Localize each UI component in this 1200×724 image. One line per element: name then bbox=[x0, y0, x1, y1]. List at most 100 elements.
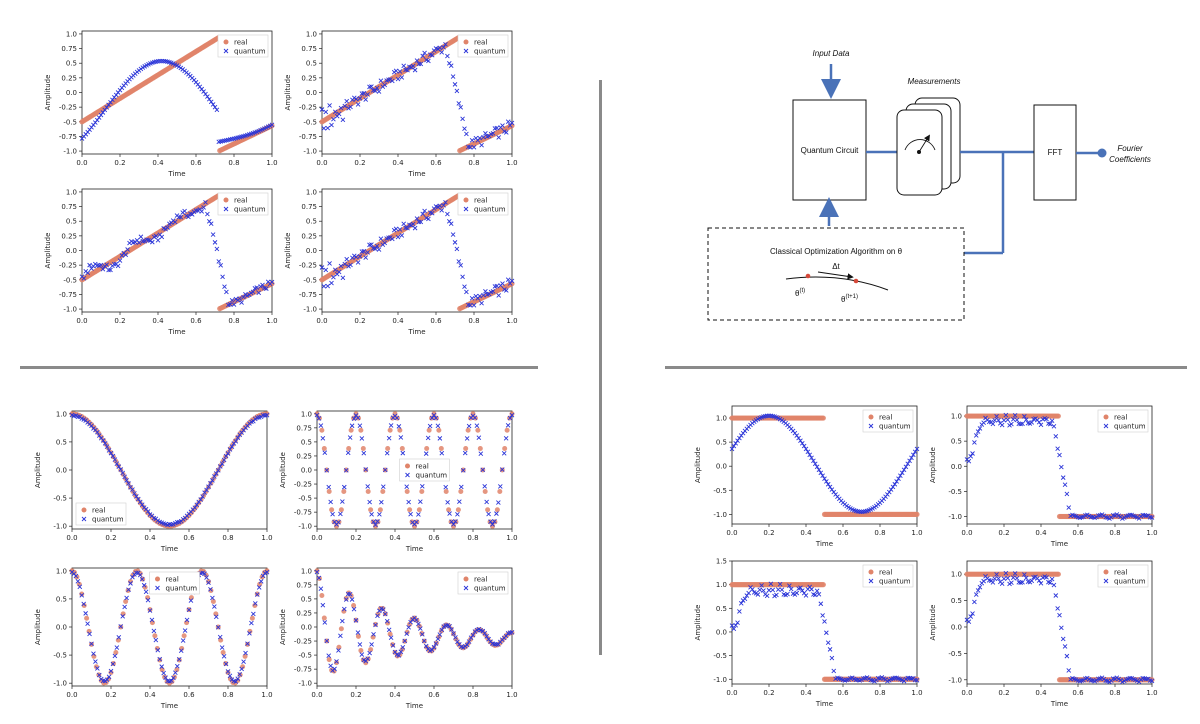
quantum-point bbox=[204, 487, 209, 493]
quantum-point bbox=[398, 435, 404, 440]
quantum-point bbox=[355, 260, 361, 265]
y-tick-label: 0.25 bbox=[301, 232, 317, 240]
real-point bbox=[373, 523, 378, 529]
quantum-point bbox=[336, 111, 342, 117]
x-axis-label: Time bbox=[405, 545, 423, 553]
quantum-point bbox=[213, 471, 219, 476]
quantum-point bbox=[1009, 421, 1014, 427]
real-point bbox=[455, 507, 461, 513]
quantum-point bbox=[449, 627, 454, 632]
quantum-point bbox=[404, 484, 410, 490]
quantum-point bbox=[400, 644, 406, 650]
quantum-point bbox=[766, 587, 772, 593]
quantum-point bbox=[859, 509, 864, 515]
real-point bbox=[397, 427, 403, 433]
legend-quantum-marker bbox=[463, 585, 469, 591]
real-point bbox=[334, 660, 339, 666]
x-axis-label: Time bbox=[1050, 700, 1068, 708]
quantum-point bbox=[892, 481, 898, 487]
quantum-point bbox=[437, 436, 443, 441]
quantum-point bbox=[212, 474, 217, 479]
quantum-point bbox=[404, 631, 410, 637]
real-point bbox=[416, 507, 422, 513]
quantum-point bbox=[210, 478, 215, 483]
quantum-point bbox=[375, 519, 380, 524]
quantum-point bbox=[369, 242, 374, 247]
quantum-point bbox=[977, 426, 983, 431]
quantum-point bbox=[206, 484, 211, 489]
quantum-point bbox=[328, 663, 333, 669]
real-point bbox=[176, 657, 182, 663]
quantum-point bbox=[449, 519, 454, 525]
x-tick-label: 0.8 bbox=[1109, 529, 1120, 537]
real-point bbox=[93, 664, 99, 670]
quantum-point bbox=[509, 278, 515, 284]
real-point bbox=[346, 445, 352, 451]
y-tick-label: 0.0 bbox=[56, 467, 67, 475]
quantum-point bbox=[115, 263, 121, 269]
y-tick-label: -0.5 bbox=[713, 652, 727, 660]
quantum-point bbox=[372, 246, 378, 252]
quantum-point bbox=[221, 457, 227, 463]
legend-quantum-label: quantum bbox=[879, 578, 911, 586]
quantum-point bbox=[361, 248, 367, 254]
y-tick-label: 0.5 bbox=[66, 218, 77, 226]
quantum-point bbox=[176, 656, 182, 662]
quantum-point bbox=[481, 134, 486, 140]
y-tick-label: 0.5 bbox=[301, 595, 312, 603]
quantum-point bbox=[433, 415, 439, 421]
quantum-point bbox=[208, 480, 213, 486]
quantum-point bbox=[970, 611, 975, 616]
quantum-point bbox=[975, 588, 981, 593]
quantum-point bbox=[205, 211, 210, 217]
quantum-point bbox=[824, 479, 829, 484]
quantum-point bbox=[251, 611, 256, 617]
quantum-point bbox=[198, 497, 204, 502]
legend-box bbox=[217, 34, 269, 58]
quantum-point bbox=[1064, 653, 1070, 659]
legend-real-label: real bbox=[474, 39, 487, 47]
quantum-point bbox=[254, 285, 260, 290]
quantum-point bbox=[477, 293, 483, 299]
x-tick-label: 0.0 bbox=[316, 159, 327, 167]
quantum-point bbox=[120, 470, 126, 476]
plot-square-ripple-3: 0.0 0.2 0.4 0.6 0.8 1.0 -1.0 -0.5 0.0 0.5 1.0 Time A… bbox=[929, 560, 1158, 708]
quantum-point bbox=[338, 105, 344, 111]
real-point bbox=[128, 579, 133, 585]
x-tick-label: 0.2 bbox=[105, 691, 116, 699]
quantum-point bbox=[464, 131, 469, 137]
quantum-point bbox=[972, 440, 977, 445]
quantum-point bbox=[194, 502, 200, 508]
real-point bbox=[385, 445, 391, 451]
quantum-point bbox=[816, 467, 822, 473]
legend-quantum-label: quantum bbox=[416, 472, 448, 480]
y-tick-label: -0.5 bbox=[948, 650, 962, 658]
real-point bbox=[174, 667, 180, 673]
legend-box bbox=[457, 34, 509, 58]
quantum-point bbox=[496, 135, 502, 140]
x-tick-label: 0.2 bbox=[350, 534, 361, 542]
quantum-point bbox=[100, 438, 106, 443]
meter-pivot-icon bbox=[917, 150, 921, 154]
y-tick-label: 0.0 bbox=[66, 247, 77, 255]
quantum-point bbox=[477, 135, 483, 141]
quantum-point bbox=[205, 94, 210, 99]
quantum-point bbox=[132, 491, 137, 496]
quantum-point bbox=[435, 636, 441, 642]
quantum-point bbox=[212, 604, 217, 609]
legend-real-marker bbox=[463, 197, 469, 203]
quantum-point bbox=[161, 670, 166, 676]
quantum-point bbox=[188, 598, 194, 603]
x-tick-label: 0.8 bbox=[1109, 689, 1120, 697]
x-tick-label: 0.4 bbox=[800, 529, 812, 537]
quantum-point bbox=[250, 289, 256, 295]
quantum-point bbox=[1047, 580, 1053, 586]
quantum-point bbox=[405, 67, 410, 73]
quantum-point bbox=[324, 468, 330, 473]
quantum-point bbox=[801, 443, 807, 449]
quantum-point bbox=[75, 579, 81, 584]
quantum-point bbox=[400, 450, 406, 456]
real-point bbox=[338, 507, 344, 513]
x-tick-label: 0.0 bbox=[76, 317, 87, 325]
y-tick-label: 0.0 bbox=[716, 628, 727, 636]
